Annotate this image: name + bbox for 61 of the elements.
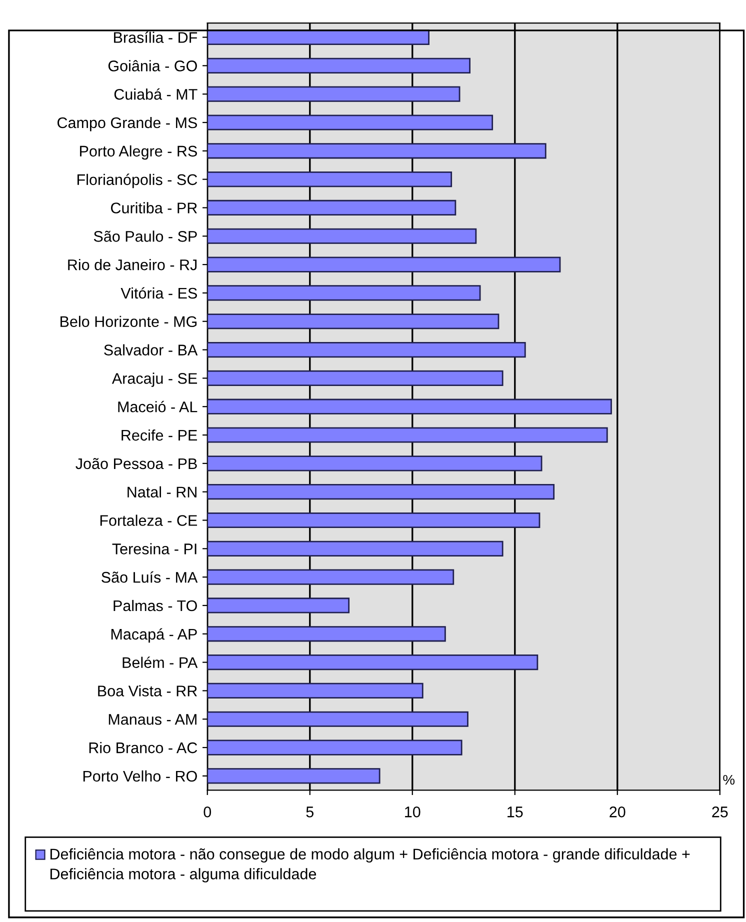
- y-tick-label: Belém - PA: [122, 656, 198, 668]
- x-tick-label: 0: [204, 806, 212, 818]
- bar: [207, 711, 468, 727]
- bar: [207, 143, 546, 159]
- bar: [207, 427, 608, 443]
- x-tick-label: 10: [405, 806, 420, 818]
- bar: [207, 598, 350, 614]
- y-tick-label: Boa Vista - RR: [98, 685, 197, 696]
- bar: [207, 626, 446, 642]
- bar: [207, 200, 456, 216]
- y-tick-label: Macapá - AP: [111, 628, 197, 643]
- x-axis-title: %: [723, 774, 735, 785]
- bar: [207, 740, 462, 756]
- x-tick-label: 15: [508, 806, 523, 818]
- y-tick-label: Belo Horizonte - MG: [60, 316, 197, 328]
- y-tick-label: Maceió - AL: [118, 400, 198, 412]
- bar: [207, 172, 452, 188]
- x-tick-label: 20: [610, 806, 626, 818]
- y-tick-label: Manaus - AM: [108, 714, 196, 725]
- bar: [207, 512, 540, 528]
- bar: [207, 86, 460, 102]
- bar: [207, 768, 380, 784]
- y-tick-label: Recife - PE: [122, 429, 198, 441]
- y-tick-label: Aracaju - SE: [112, 372, 198, 387]
- y-tick-label: Fortaleza - CE: [100, 514, 198, 526]
- bar: [207, 314, 500, 330]
- y-tick-label: Natal - RN: [128, 486, 196, 498]
- bar: [207, 569, 454, 585]
- bar: [207, 540, 504, 556]
- legend-label: Deficiência motora - não consegue de modo algum + Deficiência motora - grande dificuldade + Deficiência motora - alguma dificuldade: [50, 848, 690, 882]
- bar: [207, 228, 477, 244]
- y-tick-label: João Pessoa - PB: [76, 458, 197, 470]
- y-tick-label: Florianópolis - SC: [78, 174, 198, 188]
- bar: [207, 58, 470, 74]
- bar: [207, 484, 555, 500]
- y-tick-label: Cuiabá - MT: [114, 88, 198, 100]
- bar: [207, 114, 494, 130]
- y-tick-label: Porto Velho - RO: [83, 770, 197, 782]
- y-tick-label: Goiânia - GO: [108, 60, 197, 72]
- y-tick-label: Brasília - DF: [114, 32, 198, 43]
- y-tick-label: Salvador - BA: [104, 344, 198, 356]
- bar: [207, 285, 481, 301]
- bar: [207, 370, 504, 386]
- bar: [207, 342, 526, 358]
- y-tick-label: Curitiba - PR: [111, 202, 197, 214]
- y-tick-label: Rio de Janeiro - RJ: [68, 259, 197, 270]
- bar: [207, 398, 612, 414]
- bar: [207, 654, 538, 670]
- y-tick-label: Palmas - TO: [114, 600, 197, 612]
- bar: [207, 456, 542, 472]
- x-tick-label: 25: [712, 806, 728, 818]
- y-tick-label: Campo Grande - MS: [58, 116, 197, 132]
- y-tick-label: Teresina - PI: [112, 543, 196, 554]
- y-tick-label: Rio Branco - AC: [89, 742, 198, 754]
- y-tick-label: São Luís - MA: [102, 571, 198, 583]
- y-tick-label: Vitória - ES: [120, 287, 197, 299]
- x-tick-label: 5: [306, 806, 314, 818]
- bar: [207, 256, 561, 272]
- y-tick-label: São Paulo - SP: [94, 230, 197, 242]
- bar: [207, 682, 424, 699]
- y-tick-label: Porto Alegre - RS: [80, 145, 197, 160]
